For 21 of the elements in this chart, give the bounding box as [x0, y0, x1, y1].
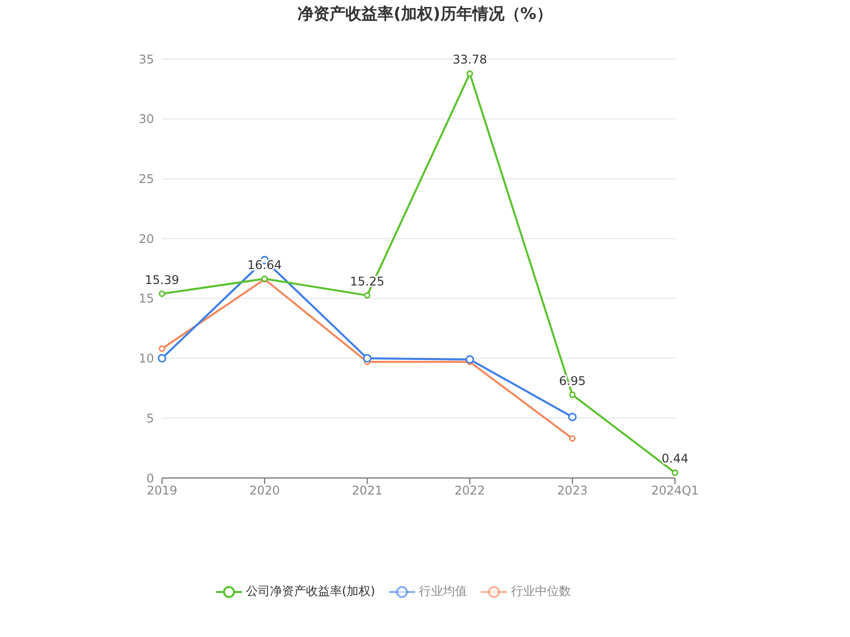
- y-tick-label: 10: [138, 352, 154, 366]
- x-tick-label: 2021: [352, 484, 382, 498]
- legend-label: 行业中位数: [510, 583, 572, 600]
- data-label: 0.44: [662, 452, 688, 466]
- x-tick-label: 2019: [146, 484, 178, 498]
- y-tick-label: 20: [138, 232, 154, 246]
- x-tick-label: 2022: [454, 484, 486, 498]
- x-tick-label: 2023: [557, 484, 588, 498]
- data-label: 15.39: [144, 272, 180, 287]
- y-tick-label: 25: [138, 172, 154, 186]
- y-tick-label: 0: [146, 471, 154, 486]
- x-tick-label: 2020: [249, 484, 280, 498]
- y-tick-label: 15: [138, 292, 154, 306]
- chart-title: 净资产收益率(加权)历年情况（%）: [296, 4, 554, 25]
- x-tick-label: 2024Q1: [651, 484, 699, 498]
- legend-label: 行业均值: [418, 583, 468, 600]
- y-tick-label: 5: [146, 411, 154, 426]
- y-tick-label: 35: [138, 52, 154, 66]
- legend-label: 公司净资产收益率(加权): [244, 583, 376, 600]
- data-label: 33.78: [452, 52, 487, 67]
- y-tick-label: 30: [138, 112, 154, 126]
